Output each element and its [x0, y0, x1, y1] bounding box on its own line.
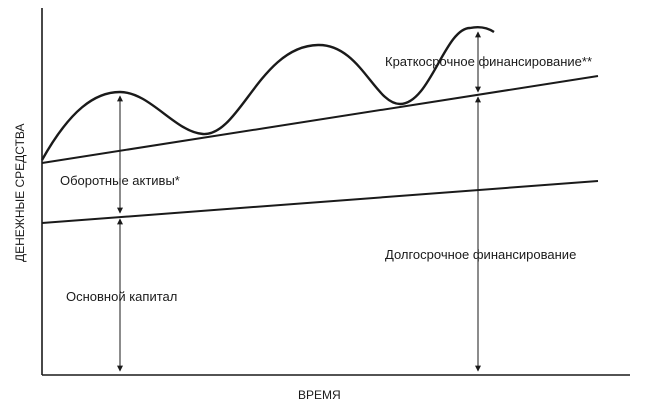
fixed-capital-line	[41, 180, 599, 224]
total-assets-curve	[40, 26, 495, 161]
short-term-financing-label: Краткосрочное финансирование**	[385, 54, 593, 69]
y-axis-label: ДЕНЕЖНЫЕ СРЕДСТВА	[13, 123, 27, 262]
current-assets-label: Оборотные активы*	[60, 173, 180, 188]
permanent-assets-line	[41, 75, 599, 164]
long-term-financing-label: Долгосрочное финансирование	[385, 247, 577, 262]
x-axis-label: ВРЕМЯ	[298, 388, 341, 402]
fixed-capital-label: Основной капитал	[66, 289, 178, 304]
